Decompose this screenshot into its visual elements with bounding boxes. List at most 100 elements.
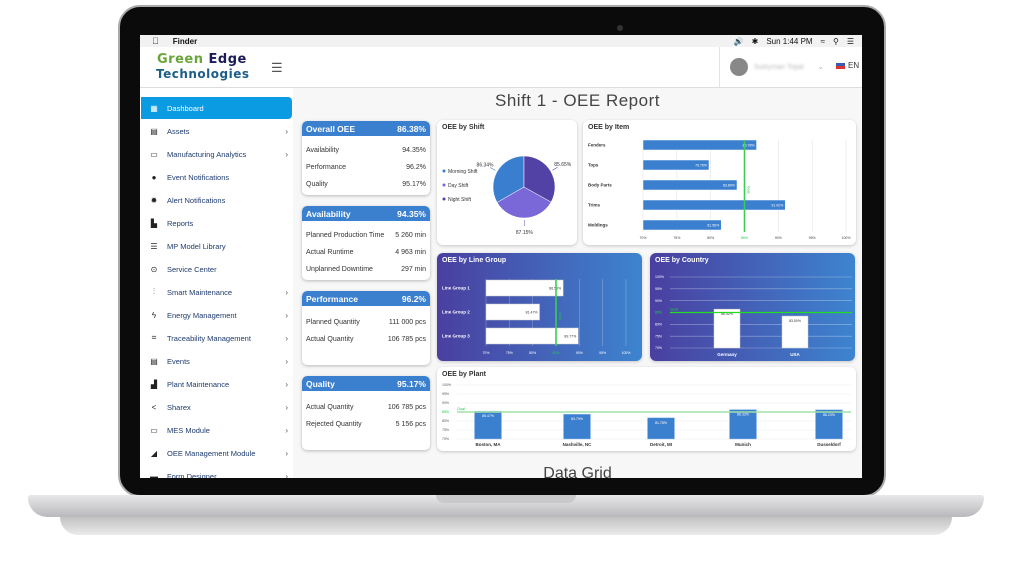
sidebar-item-energy-management[interactable]: ϟ Energy Management › bbox=[141, 304, 292, 326]
tick-label: 85% bbox=[741, 236, 748, 240]
kpi-row: Quality 95.17% bbox=[302, 176, 430, 193]
sidebar-item-label: Manufacturing Analytics bbox=[167, 149, 247, 159]
wifi-icon[interactable]: ≈ bbox=[820, 36, 825, 46]
pie-leader-line bbox=[552, 166, 558, 171]
legend-label: Morning Shift bbox=[448, 169, 478, 175]
tick-label: 70% bbox=[442, 437, 449, 441]
factory-icon: ▟ bbox=[150, 379, 158, 389]
sidebar-item-mes-module[interactable]: ▭ MES Module › bbox=[141, 419, 292, 441]
kpi-row: Actual Runtime 4 963 min bbox=[302, 244, 430, 261]
bar-data-label: 89.77% bbox=[564, 335, 576, 339]
pie-data-label: 85.65% bbox=[554, 162, 572, 168]
data-grid-heading: Data Grid bbox=[543, 465, 612, 478]
kpi-row: Rejected Quantity 5 156 pcs bbox=[302, 416, 430, 433]
user-name: Suleyman Topal bbox=[754, 63, 804, 71]
chart-title: OEE by Shift bbox=[442, 124, 485, 131]
chevron-right-icon: › bbox=[285, 448, 288, 458]
sidebar-item-manufacturing-analytics[interactable]: ▭ Manufacturing Analytics › bbox=[141, 143, 292, 165]
kpi-value: 96.2% bbox=[401, 293, 426, 304]
camera bbox=[617, 25, 623, 31]
language-selector[interactable]: EN bbox=[836, 61, 859, 70]
search-icon[interactable]: ⚲ bbox=[832, 36, 839, 46]
tick-label: 90% bbox=[775, 236, 782, 240]
finder-menu[interactable]: Finder bbox=[166, 36, 197, 46]
assets-icon: ▤ bbox=[150, 126, 158, 136]
kpi-row-value: 5 260 min bbox=[395, 232, 426, 239]
sidebar-item-smart-maintenance[interactable]: ⫶ Smart Maintenance › bbox=[141, 281, 292, 303]
pie-slice-2 bbox=[523, 155, 556, 203]
tick-label: 95% bbox=[809, 236, 816, 240]
sidebar-item-alert-notifications[interactable]: ✹ Alert Notifications bbox=[141, 189, 292, 211]
kpi-header: Quality 95.17% bbox=[302, 376, 430, 391]
sidebar-item-label: MP Model Library bbox=[167, 241, 226, 251]
legend-marker bbox=[442, 197, 446, 201]
bar-data-label: 91.02% bbox=[771, 204, 783, 208]
bar-data-label: 81.78% bbox=[655, 421, 667, 425]
category-label: Detroit, MI bbox=[650, 442, 672, 447]
kpi-row-label: Availability bbox=[306, 147, 339, 154]
kpi-row: Planned Production Time 5 260 min bbox=[302, 227, 430, 244]
legend-marker bbox=[442, 169, 446, 173]
devices-icon: ▭ bbox=[150, 425, 158, 435]
bluetooth-icon[interactable]: ✱ bbox=[751, 36, 759, 46]
tick-label: 85% bbox=[655, 311, 662, 315]
sidebar-item-reports[interactable]: ▙ Reports bbox=[141, 212, 292, 234]
goal-label: Goal bbox=[457, 407, 465, 411]
mac-menubar:  Finder 🔊 ✱ Sun 1:44 PM ≈ ⚲ ☰ bbox=[140, 35, 862, 47]
kpi-row-value: 106 785 pcs bbox=[387, 404, 426, 411]
chart-title: OEE by Country bbox=[655, 257, 709, 264]
category-label: Dusseldorf bbox=[817, 442, 841, 447]
category-label: Tops bbox=[588, 163, 599, 168]
bar-data-label: 86.23% bbox=[823, 413, 835, 417]
kpi-card-availability: Availability 94.35% Planned Production Tim… bbox=[302, 206, 430, 280]
sidebar-item-oee-management-module[interactable]: ◢ OEE Management Module › bbox=[141, 442, 292, 464]
sidebar-item-event-notifications[interactable]: ● Event Notifications bbox=[141, 166, 292, 188]
bolt-icon: ϟ bbox=[151, 310, 157, 320]
bar-data-label: 83.89% bbox=[723, 184, 735, 188]
legend-label: Night Shift bbox=[448, 197, 472, 203]
tick-label: 75% bbox=[506, 351, 513, 355]
category-label: USA bbox=[790, 352, 800, 357]
tick-label: 80% bbox=[707, 236, 714, 240]
us-flag-icon bbox=[836, 62, 845, 69]
sidebar-item-assets[interactable]: ▤ Assets › bbox=[141, 120, 292, 142]
tick-label: 80% bbox=[529, 351, 536, 355]
sidebar-item-label: Dashboard bbox=[167, 103, 204, 113]
category-label: Line Group 3 bbox=[442, 334, 470, 339]
oee-by-plant-card: 70% 75% 80% 85% 90% 95% 100% 85.47% Boston, MA 83… bbox=[437, 367, 856, 451]
screen:  Finder 🔊 ✱ Sun 1:44 PM ≈ ⚲ ☰ Green Edg… bbox=[140, 35, 862, 478]
kpi-title: Availability bbox=[306, 208, 351, 219]
hamburger-menu-icon[interactable]: ☰ bbox=[271, 60, 283, 75]
apple-icon[interactable]:  bbox=[152, 36, 159, 46]
logo[interactable]: Green Edge bbox=[157, 52, 247, 67]
sidebar-item-plant-maintenance[interactable]: ▟ Plant Maintenance › bbox=[141, 373, 292, 395]
bar-data-label: 85.47% bbox=[482, 414, 494, 418]
tick-label: 100% bbox=[622, 351, 631, 355]
bar-data-label: 81.47% bbox=[526, 311, 538, 315]
sidebar-item-label: Form Designer bbox=[167, 471, 217, 479]
tick-label: 70% bbox=[655, 346, 662, 350]
sidebar-item-sharex[interactable]: < Sharex › bbox=[141, 396, 292, 418]
chevron-right-icon: › bbox=[285, 333, 288, 343]
goal-label: Goal bbox=[558, 313, 562, 321]
list-icon[interactable]: ☰ bbox=[846, 36, 854, 46]
tick-label: 95% bbox=[599, 351, 606, 355]
chevron-right-icon: › bbox=[285, 287, 288, 297]
user-menu[interactable]: Suleyman Topal ⌄ bbox=[719, 47, 831, 87]
kpi-value: 86.38% bbox=[397, 123, 426, 134]
report-icon: ▙ bbox=[150, 218, 158, 228]
chart-title: OEE by Line Group bbox=[442, 257, 507, 264]
kpi-row-value: 106 785 pcs bbox=[387, 336, 426, 343]
kpi-row: Performance 96.2% bbox=[302, 159, 430, 176]
sidebar-item-dashboard[interactable]: ▦ Dashboard bbox=[141, 97, 292, 119]
sidebar-item-traceability-management[interactable]: ⌗ Traceability Management › bbox=[141, 327, 292, 349]
sidebar-item-form-designer[interactable]: ▬ Form Designer › bbox=[141, 465, 292, 479]
sidebar-item-service-center[interactable]: ⊙ Service Center bbox=[141, 258, 292, 280]
volume-icon[interactable]: 🔊 bbox=[733, 36, 744, 46]
tick-label: 70% bbox=[639, 236, 646, 240]
sidebar-item-events[interactable]: ▤ Events › bbox=[141, 350, 292, 372]
bar-boston-ma bbox=[474, 410, 502, 440]
clock[interactable]: Sun 1:44 PM bbox=[766, 36, 813, 46]
sidebar-item-mp-model-library[interactable]: ☰ MP Model Library bbox=[141, 235, 292, 257]
kpi-card-quality: Quality 95.17% Actual Quantity 106 785 pcs R… bbox=[302, 376, 430, 450]
